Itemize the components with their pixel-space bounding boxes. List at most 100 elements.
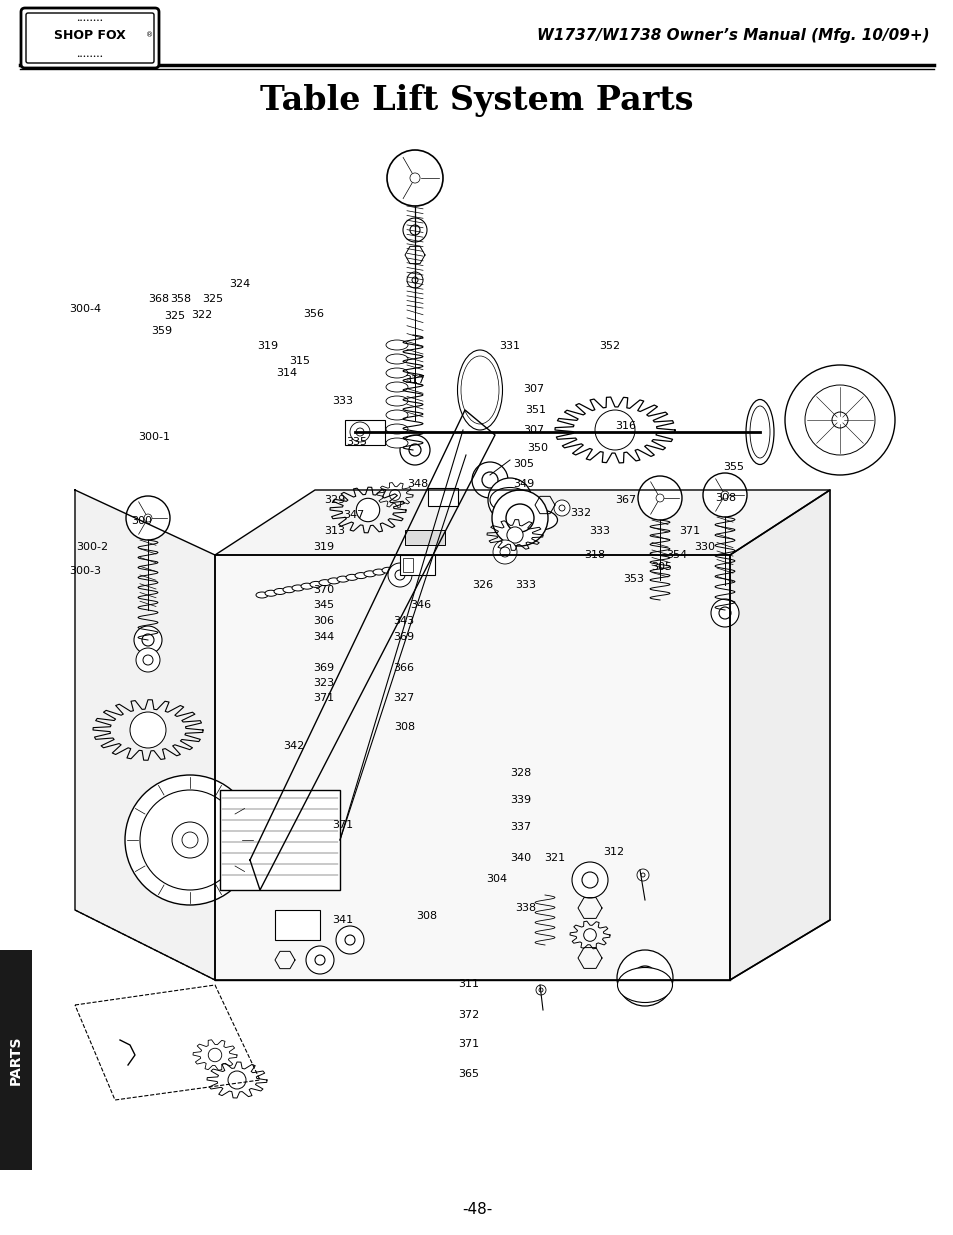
Text: 366: 366	[393, 663, 414, 673]
Polygon shape	[214, 490, 829, 555]
Text: 342: 342	[283, 741, 304, 751]
Text: 330: 330	[694, 542, 715, 552]
Text: 331: 331	[498, 341, 519, 351]
Text: SHOP FOX: SHOP FOX	[54, 28, 126, 42]
Circle shape	[136, 648, 160, 672]
Ellipse shape	[386, 438, 408, 448]
Text: 300: 300	[131, 516, 152, 526]
Bar	[399, 555, 435, 576]
Ellipse shape	[274, 588, 286, 594]
Text: 325: 325	[202, 294, 223, 304]
Circle shape	[407, 272, 422, 288]
Text: 344: 344	[313, 632, 334, 642]
Ellipse shape	[364, 571, 375, 577]
Circle shape	[350, 422, 370, 442]
Circle shape	[640, 873, 644, 877]
Circle shape	[306, 946, 334, 974]
Text: 308: 308	[394, 722, 415, 732]
Ellipse shape	[391, 566, 402, 572]
Circle shape	[499, 490, 519, 510]
Ellipse shape	[522, 510, 557, 530]
Text: 371: 371	[679, 526, 700, 536]
Text: 321: 321	[543, 853, 564, 863]
Text: 371: 371	[313, 693, 334, 703]
Text: 340: 340	[510, 853, 531, 863]
Circle shape	[554, 500, 569, 516]
Ellipse shape	[409, 562, 420, 568]
Bar	[274, 910, 319, 940]
Text: 353: 353	[622, 574, 643, 584]
Circle shape	[142, 634, 153, 646]
Text: 325: 325	[164, 311, 185, 321]
Circle shape	[130, 713, 166, 748]
Ellipse shape	[460, 356, 498, 424]
Circle shape	[499, 547, 510, 557]
Circle shape	[702, 473, 746, 517]
Ellipse shape	[457, 350, 502, 430]
Ellipse shape	[399, 563, 412, 569]
Text: 332: 332	[570, 508, 591, 517]
Text: 312: 312	[602, 847, 623, 857]
Ellipse shape	[301, 583, 313, 589]
Bar	[0, 950, 32, 1170]
Text: 354: 354	[665, 550, 686, 559]
Ellipse shape	[617, 967, 672, 1003]
Circle shape	[412, 277, 417, 283]
Ellipse shape	[745, 399, 773, 464]
Text: 368: 368	[148, 294, 169, 304]
Text: 358: 358	[170, 294, 191, 304]
Text: 311: 311	[457, 979, 478, 989]
Circle shape	[389, 489, 400, 500]
Circle shape	[505, 504, 534, 532]
Circle shape	[388, 563, 412, 587]
Circle shape	[831, 412, 847, 429]
Ellipse shape	[386, 368, 408, 378]
Text: 341: 341	[332, 915, 353, 925]
Text: 326: 326	[472, 580, 493, 590]
Circle shape	[143, 655, 152, 664]
Circle shape	[822, 403, 856, 437]
Text: 329: 329	[324, 495, 345, 505]
Circle shape	[182, 832, 198, 848]
Text: 333: 333	[589, 526, 610, 536]
Text: 350: 350	[527, 443, 548, 453]
Circle shape	[784, 366, 894, 475]
Polygon shape	[729, 490, 829, 981]
Text: 308: 308	[715, 493, 736, 503]
Text: 343: 343	[393, 616, 414, 626]
Text: 308: 308	[416, 911, 436, 921]
Circle shape	[387, 149, 442, 206]
FancyBboxPatch shape	[26, 14, 153, 63]
Text: 346: 346	[410, 600, 431, 610]
Ellipse shape	[386, 410, 408, 420]
Text: PARTS: PARTS	[9, 1035, 23, 1084]
Text: W1737/W1738 Owner’s Manual (Mfg. 10/09+): W1737/W1738 Owner’s Manual (Mfg. 10/09+)	[537, 27, 929, 42]
Text: 327: 327	[393, 693, 414, 703]
Text: 323: 323	[313, 678, 334, 688]
Polygon shape	[75, 490, 214, 981]
Circle shape	[395, 571, 405, 580]
Circle shape	[633, 966, 657, 990]
Text: 370: 370	[313, 585, 334, 595]
Text: 359: 359	[151, 326, 172, 336]
Text: 307: 307	[522, 384, 543, 394]
Ellipse shape	[386, 424, 408, 433]
Circle shape	[581, 872, 598, 888]
Text: 369: 369	[393, 632, 414, 642]
Circle shape	[596, 411, 633, 448]
Text: 333: 333	[515, 580, 536, 590]
Circle shape	[399, 435, 430, 466]
Ellipse shape	[292, 585, 304, 590]
Text: 322: 322	[191, 310, 212, 320]
Circle shape	[488, 478, 532, 522]
Ellipse shape	[265, 590, 276, 597]
Text: Table Lift System Parts: Table Lift System Parts	[260, 84, 693, 116]
Circle shape	[402, 219, 427, 242]
Circle shape	[314, 955, 325, 965]
Text: 300-1: 300-1	[138, 432, 171, 442]
Ellipse shape	[346, 574, 357, 580]
Circle shape	[637, 869, 648, 881]
Text: 304: 304	[486, 874, 507, 884]
Ellipse shape	[255, 592, 268, 598]
Text: 305: 305	[651, 562, 672, 572]
